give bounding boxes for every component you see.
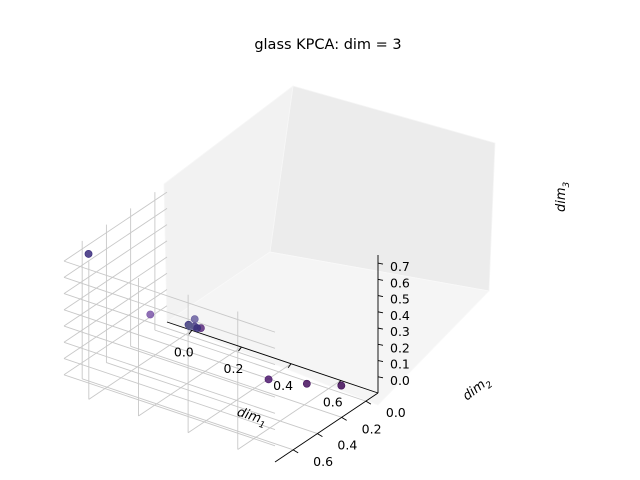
z-tick-label: 0.0 [390, 373, 410, 388]
x-tick-mark [188, 330, 193, 335]
z-tick-label: 0.3 [390, 324, 410, 339]
data-point [302, 379, 311, 388]
z-tick-label: 0.4 [390, 308, 410, 323]
side-grid-line-z [63, 224, 168, 294]
z-tick-label: 0.5 [390, 292, 410, 307]
x-tick-mark [238, 346, 242, 352]
y-axis-label: dim2 [460, 373, 495, 406]
side-grid-line-z [63, 272, 168, 343]
z-tick-mark [377, 376, 384, 379]
y-tick-mark [317, 433, 323, 437]
z-axis-ticks: 0.00.1 0.20.30.40.5 0.60.7 [377, 259, 410, 388]
z-tick-label: 0.6 [390, 275, 410, 290]
floor-pane [166, 251, 490, 406]
floor-grid-line-x [88, 329, 193, 400]
y-axis-ticks: 0.0 0.2 0.4 0.6 [292, 400, 406, 469]
side-grid-line-z [63, 256, 168, 327]
z-axis-label: dim3 [554, 181, 572, 212]
back-grid-line-z [63, 358, 276, 430]
floor-grid-line-y [82, 378, 294, 451]
y-axis-line [274, 392, 379, 463]
floor-grid-line-x [187, 363, 292, 434]
z-tick-mark [377, 327, 384, 330]
grid-lines [63, 191, 367, 451]
z-tick-label: 0.7 [390, 259, 410, 274]
data-point [146, 310, 155, 319]
side-grid-line-z [63, 191, 168, 262]
x-axis-line [166, 321, 379, 394]
z-tick-mark [377, 278, 384, 281]
z-tick-mark [377, 262, 384, 265]
axes [166, 255, 379, 463]
z-tick-mark [377, 360, 384, 362]
y-tick-label: 0.2 [362, 421, 382, 436]
x-axis-label: dim1 [234, 405, 268, 431]
floor-grid-line-x [138, 346, 242, 417]
z-tick-mark [377, 295, 384, 298]
z-tick-mark [377, 343, 384, 346]
y-tick-label: 0.4 [337, 438, 357, 453]
back-grid-line-z [63, 276, 276, 349]
x-tick-label: 0.0 [174, 344, 194, 359]
side-grid-line-z [63, 240, 168, 311]
data-point [84, 250, 93, 258]
z-tick-mark [377, 311, 384, 314]
x-tick-label: 0.2 [224, 361, 244, 376]
back-grid-line-z [63, 325, 276, 398]
back-grid-line-z [63, 293, 276, 366]
y-tick-mark [341, 416, 347, 421]
x-tick-label: 0.6 [323, 394, 343, 409]
z-tick-label: 0.2 [390, 340, 410, 355]
x-axis-ticks: 0.0 0.2 0.4 0.6 [174, 330, 343, 409]
back-grid-line-z [63, 260, 276, 333]
data-point [264, 375, 273, 384]
y-tick-mark [292, 449, 299, 454]
data-point [193, 324, 202, 333]
floor-grid-line-y [130, 345, 342, 418]
data-point [190, 315, 199, 324]
back-grid-line-z [63, 341, 276, 414]
floor-grid-line-y [154, 329, 367, 402]
x-tick-label: 0.4 [273, 378, 293, 393]
side-grid-line-z [63, 207, 168, 278]
back-grid-line-z [63, 374, 276, 447]
chart-title: glass KPCA: dim = 3 [254, 37, 401, 53]
x-tick-mark [287, 363, 292, 369]
y-tick-label: 0.0 [386, 405, 406, 420]
back-grid-line-z [63, 309, 276, 382]
floor-grid-line-x [237, 380, 342, 450]
y-tick-mark [365, 400, 372, 405]
z-tick-label: 0.1 [390, 357, 410, 372]
data-point [185, 322, 194, 331]
floor-grid-line-y [106, 362, 318, 435]
y-tick-label: 0.6 [313, 454, 333, 469]
data-point [337, 381, 346, 390]
side-grid-line-z [63, 289, 168, 359]
data-points [84, 250, 346, 390]
